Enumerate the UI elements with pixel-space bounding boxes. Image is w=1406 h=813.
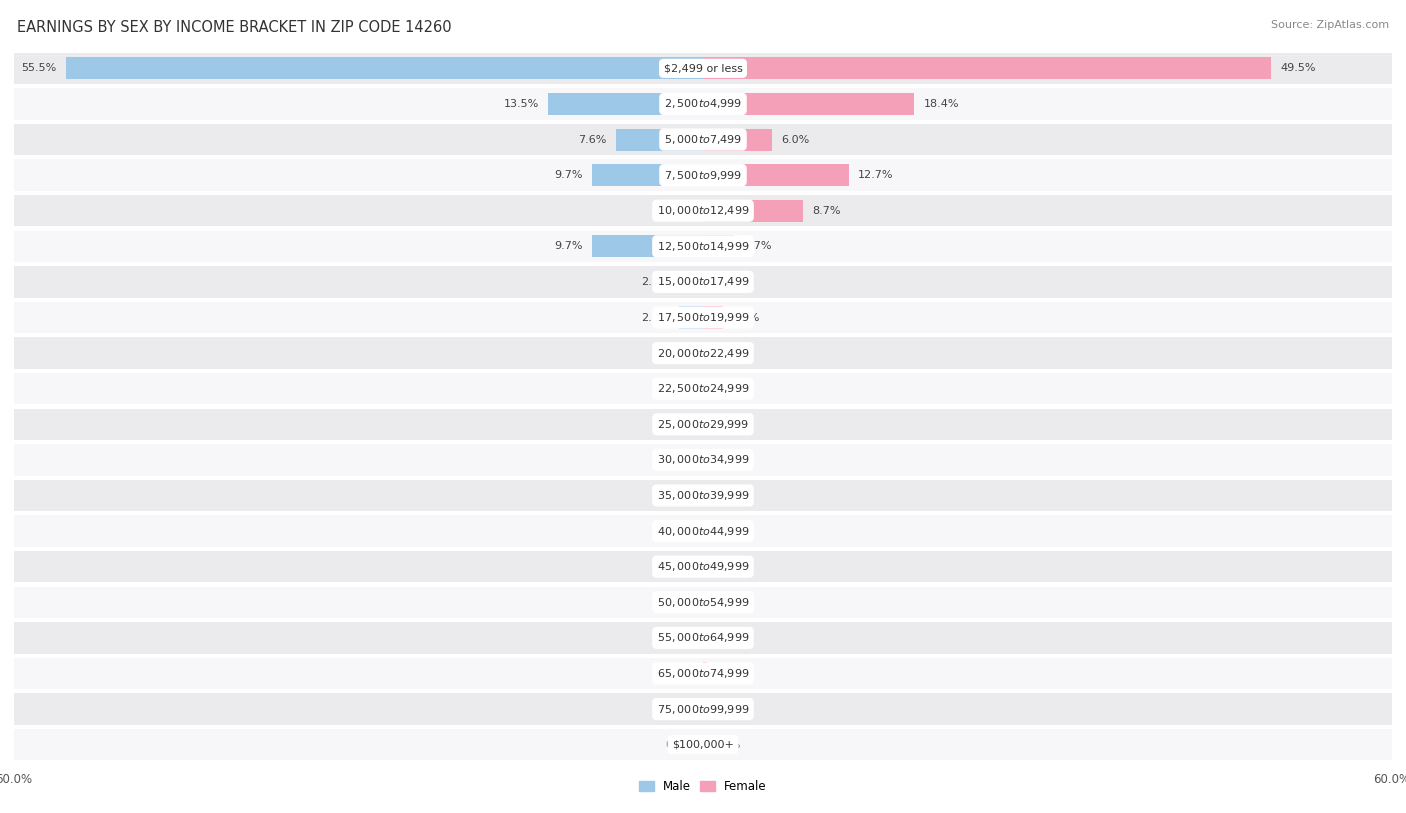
Text: $17,500 to $19,999: $17,500 to $19,999 <box>657 311 749 324</box>
Text: 12.7%: 12.7% <box>858 170 893 180</box>
Bar <box>66 58 703 80</box>
Bar <box>14 480 1392 511</box>
Text: 0.0%: 0.0% <box>665 704 693 714</box>
Text: 0.0%: 0.0% <box>713 526 741 536</box>
Text: 0.0%: 0.0% <box>713 455 741 465</box>
Text: 55.5%: 55.5% <box>21 63 56 73</box>
Bar <box>703 164 849 186</box>
Bar <box>592 164 703 186</box>
Text: 0.0%: 0.0% <box>665 455 693 465</box>
Text: 0.0%: 0.0% <box>665 384 693 393</box>
Text: Source: ZipAtlas.com: Source: ZipAtlas.com <box>1271 20 1389 30</box>
Bar <box>703 93 914 115</box>
Bar <box>14 729 1392 760</box>
Text: $65,000 to $74,999: $65,000 to $74,999 <box>657 667 749 680</box>
Text: 2.1%: 2.1% <box>641 312 669 323</box>
Bar <box>14 159 1392 191</box>
Text: $5,000 to $7,499: $5,000 to $7,499 <box>664 133 742 146</box>
Text: 2.7%: 2.7% <box>744 241 772 251</box>
Text: 0.0%: 0.0% <box>713 598 741 607</box>
Text: 0.0%: 0.0% <box>665 633 693 643</box>
Text: $75,000 to $99,999: $75,000 to $99,999 <box>657 702 749 715</box>
Text: 7.6%: 7.6% <box>578 134 606 145</box>
Text: $45,000 to $49,999: $45,000 to $49,999 <box>657 560 749 573</box>
Text: 0.0%: 0.0% <box>713 740 741 750</box>
Bar <box>14 587 1392 618</box>
Text: 0.0%: 0.0% <box>713 384 741 393</box>
Bar <box>548 93 703 115</box>
Bar <box>703 235 734 258</box>
Text: 0.0%: 0.0% <box>713 420 741 429</box>
Bar <box>14 195 1392 226</box>
Bar <box>679 307 703 328</box>
Bar <box>703 128 772 150</box>
Bar <box>14 53 1392 84</box>
Text: 6.0%: 6.0% <box>782 134 810 145</box>
Text: 0.0%: 0.0% <box>665 490 693 501</box>
Text: 18.4%: 18.4% <box>924 99 959 109</box>
Text: 2.1%: 2.1% <box>641 277 669 287</box>
Text: 0.0%: 0.0% <box>665 526 693 536</box>
Text: 0.0%: 0.0% <box>713 704 741 714</box>
Text: 8.7%: 8.7% <box>813 206 841 215</box>
Bar <box>703 663 707 685</box>
Bar <box>14 124 1392 155</box>
Text: 0.0%: 0.0% <box>713 633 741 643</box>
Bar <box>14 693 1392 724</box>
Text: $10,000 to $12,499: $10,000 to $12,499 <box>657 204 749 217</box>
Text: 0.33%: 0.33% <box>716 668 751 679</box>
Legend: Male, Female: Male, Female <box>634 776 772 798</box>
Text: $2,500 to $4,999: $2,500 to $4,999 <box>664 98 742 111</box>
Bar <box>14 231 1392 262</box>
Bar <box>14 302 1392 333</box>
Bar <box>14 373 1392 404</box>
Text: $35,000 to $39,999: $35,000 to $39,999 <box>657 489 749 502</box>
Text: 9.7%: 9.7% <box>554 241 582 251</box>
Text: 13.5%: 13.5% <box>503 99 538 109</box>
Text: $30,000 to $34,999: $30,000 to $34,999 <box>657 454 749 467</box>
Text: $22,500 to $24,999: $22,500 to $24,999 <box>657 382 749 395</box>
Text: $15,000 to $17,499: $15,000 to $17,499 <box>657 276 749 289</box>
Text: 0.0%: 0.0% <box>665 348 693 358</box>
Bar <box>14 337 1392 369</box>
Bar <box>14 409 1392 440</box>
Text: 49.5%: 49.5% <box>1281 63 1316 73</box>
Text: 0.0%: 0.0% <box>665 668 693 679</box>
Text: 0.0%: 0.0% <box>713 277 741 287</box>
Bar <box>592 235 703 258</box>
Text: $100,000+: $100,000+ <box>672 740 734 750</box>
Bar <box>14 444 1392 476</box>
Text: 0.0%: 0.0% <box>665 740 693 750</box>
Bar <box>14 89 1392 120</box>
Text: 0.0%: 0.0% <box>665 420 693 429</box>
Bar <box>14 551 1392 582</box>
Text: $12,500 to $14,999: $12,500 to $14,999 <box>657 240 749 253</box>
Text: 1.7%: 1.7% <box>731 312 761 323</box>
Text: 0.0%: 0.0% <box>665 598 693 607</box>
Text: $25,000 to $29,999: $25,000 to $29,999 <box>657 418 749 431</box>
Text: 0.0%: 0.0% <box>713 348 741 358</box>
Text: 0.0%: 0.0% <box>713 490 741 501</box>
Bar <box>703 58 1271 80</box>
Bar <box>703 200 803 222</box>
Bar <box>14 622 1392 654</box>
Text: $2,499 or less: $2,499 or less <box>664 63 742 73</box>
Text: $20,000 to $22,499: $20,000 to $22,499 <box>657 346 749 359</box>
Bar <box>679 271 703 293</box>
Text: 9.7%: 9.7% <box>554 170 582 180</box>
Bar <box>616 128 703 150</box>
Bar <box>14 267 1392 298</box>
Text: $7,500 to $9,999: $7,500 to $9,999 <box>664 168 742 181</box>
Bar <box>14 658 1392 689</box>
Bar <box>14 515 1392 546</box>
Text: $55,000 to $64,999: $55,000 to $64,999 <box>657 632 749 645</box>
Text: 0.0%: 0.0% <box>665 206 693 215</box>
Text: 0.0%: 0.0% <box>665 562 693 572</box>
Text: EARNINGS BY SEX BY INCOME BRACKET IN ZIP CODE 14260: EARNINGS BY SEX BY INCOME BRACKET IN ZIP… <box>17 20 451 35</box>
Text: $50,000 to $54,999: $50,000 to $54,999 <box>657 596 749 609</box>
Text: $40,000 to $44,999: $40,000 to $44,999 <box>657 524 749 537</box>
Text: 0.0%: 0.0% <box>713 562 741 572</box>
Bar <box>703 307 723 328</box>
